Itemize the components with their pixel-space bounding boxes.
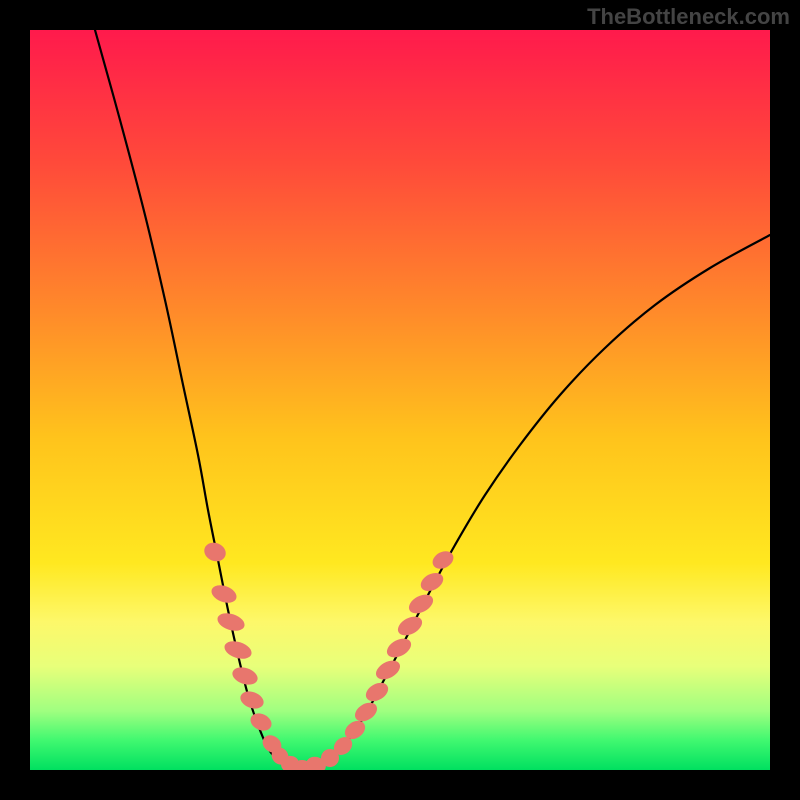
bottleneck-chart xyxy=(0,0,800,800)
chart-container: TheBottleneck.com xyxy=(0,0,800,800)
plot-background xyxy=(30,30,770,770)
watermark-text: TheBottleneck.com xyxy=(587,4,790,30)
